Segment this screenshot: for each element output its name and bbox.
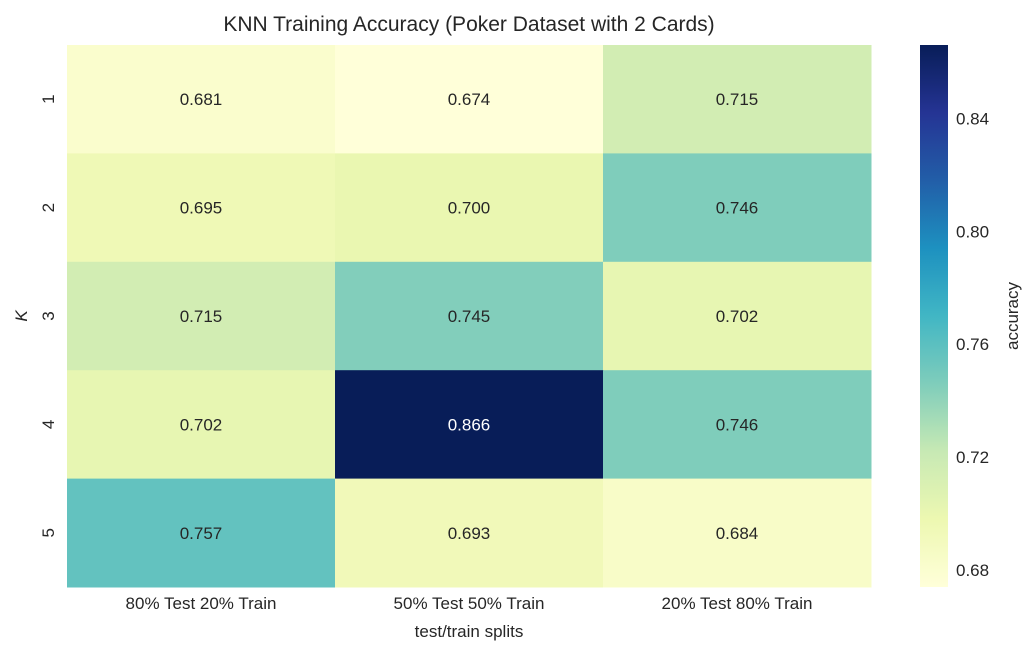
cell-value-label: 0.715 xyxy=(716,90,759,109)
heatmap-cell xyxy=(335,261,604,371)
heatmap-cells xyxy=(67,45,872,588)
heatmap-annotations: 0.681 0.674 0.715 0.695 0.700 0.746 0.715 0.745… xyxy=(180,90,759,543)
y-tick-label: 5 xyxy=(39,528,58,537)
cell-value-label: 0.700 xyxy=(448,199,491,218)
heatmap-cell xyxy=(335,478,604,588)
cell-value-label: 0.866 xyxy=(448,415,491,434)
cell-value-label: 0.757 xyxy=(180,524,223,543)
heatmap-cell xyxy=(603,153,872,263)
heatmap-cell xyxy=(335,370,604,480)
cell-value-label: 0.681 xyxy=(180,90,223,109)
heatmap-cell xyxy=(67,478,336,588)
x-tick-labels: 80% Test 20% Train 50% Test 50% Train 20% … xyxy=(126,594,813,613)
x-axis-label: test/train splits xyxy=(415,622,524,641)
cell-value-label: 0.695 xyxy=(180,199,223,218)
heatmap-cell xyxy=(67,45,336,154)
colorbar-label: accuracy xyxy=(1003,281,1022,350)
x-tick-label: 20% Test 80% Train xyxy=(662,594,813,613)
heatmap-cell xyxy=(603,478,872,588)
cell-value-label: 0.745 xyxy=(448,307,491,326)
colorbar-tick-label: 0.68 xyxy=(956,561,989,580)
y-tick-label: 2 xyxy=(39,203,58,212)
colorbar-tick-label: 0.72 xyxy=(956,448,989,467)
colorbar-ticks: 0.68 0.72 0.76 0.80 0.84 xyxy=(956,109,989,580)
cell-value-label: 0.746 xyxy=(716,415,759,434)
heatmap-cell xyxy=(603,261,872,371)
colorbar-tick-label: 0.84 xyxy=(956,109,989,128)
cell-value-label: 0.715 xyxy=(180,307,223,326)
cell-value-label: 0.702 xyxy=(716,307,759,326)
x-tick-label: 80% Test 20% Train xyxy=(126,594,277,613)
heatmap-cell xyxy=(335,153,604,263)
cell-value-label: 0.746 xyxy=(716,199,759,218)
cell-value-label: 0.693 xyxy=(448,524,491,543)
y-tick-label: 4 xyxy=(39,420,58,429)
x-tick-label: 50% Test 50% Train xyxy=(394,594,545,613)
cell-value-label: 0.674 xyxy=(448,90,491,109)
cell-value-label: 0.702 xyxy=(180,415,223,434)
heatmap-cell xyxy=(67,153,336,263)
heatmap-cell xyxy=(67,370,336,480)
heatmap-cell xyxy=(603,370,872,480)
colorbar-tick-label: 0.80 xyxy=(956,222,989,241)
heatmap-cell xyxy=(603,45,872,154)
colorbar-tick-label: 0.76 xyxy=(956,335,989,354)
heatmap-cell xyxy=(335,45,604,154)
y-tick-label: 3 xyxy=(39,311,58,320)
chart-title: KNN Training Accuracy (Poker Dataset wit… xyxy=(223,13,714,36)
y-tick-labels: 1 2 3 4 5 xyxy=(39,94,58,537)
y-tick-label: 1 xyxy=(39,94,58,103)
cell-value-label: 0.684 xyxy=(716,524,759,543)
colorbar xyxy=(920,45,948,587)
heatmap-cell xyxy=(67,261,336,371)
y-axis-label: K xyxy=(12,310,31,322)
